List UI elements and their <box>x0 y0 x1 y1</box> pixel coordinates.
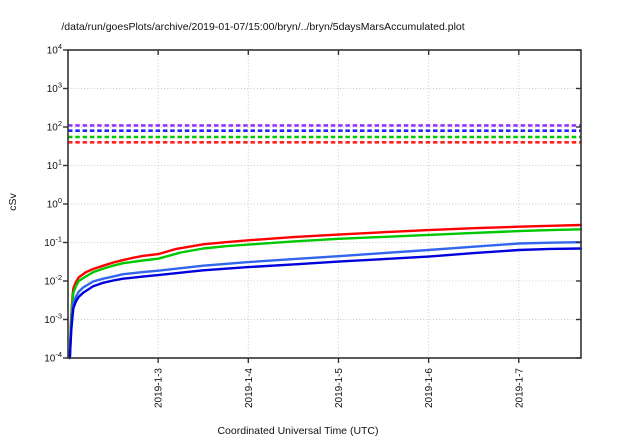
y-tick-label: 10-4 <box>44 350 62 365</box>
y-tick-exponent: -2 <box>55 273 62 282</box>
y-tick-label: 10-1 <box>44 235 62 250</box>
x-tick-label: 2019-1-3 <box>154 368 165 408</box>
y-tick-exponent: 0 <box>58 196 62 205</box>
y-tick-label: 102 <box>47 119 62 134</box>
y-tick-label: 104 <box>47 42 62 57</box>
accumulated-green-curve <box>68 228 583 360</box>
chart-title: /data/run/goesPlots/archive/2019-01-07/1… <box>61 21 465 33</box>
y-tick-exponent: 1 <box>58 158 62 167</box>
y-tick-exponent: -1 <box>55 235 62 244</box>
x-tick-label: 2019-1-4 <box>244 368 255 408</box>
y-tick-exponent: 3 <box>58 81 62 90</box>
accumulated-light-blue-curve <box>68 240 583 360</box>
x-tick-label: 2019-1-5 <box>334 368 345 408</box>
y-tick-label: 100 <box>47 196 62 211</box>
x-tick-label: 2019-1-7 <box>514 368 525 408</box>
accumulated-red-curve <box>68 223 583 360</box>
y-tick-label: 103 <box>47 81 62 96</box>
accumulated-dark-blue-curve <box>68 247 583 360</box>
y-tick-exponent: 2 <box>58 119 62 128</box>
y-tick-label: 10-3 <box>44 312 62 327</box>
y-tick-label: 101 <box>47 158 62 173</box>
y-tick-exponent: 4 <box>58 42 62 51</box>
x-tick-label: 2019-1-6 <box>424 368 435 408</box>
x-axis-label: Coordinated Universal Time (UTC) <box>217 425 379 437</box>
y-tick-label: 10-2 <box>44 273 62 288</box>
y-tick-exponent: -3 <box>55 312 62 321</box>
y-tick-exponent: -4 <box>55 350 62 359</box>
